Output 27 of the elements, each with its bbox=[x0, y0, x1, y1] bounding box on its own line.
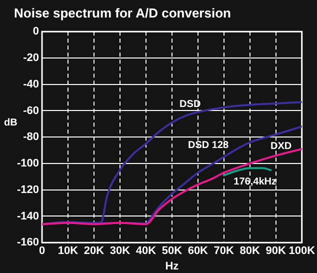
y-axis-title: dB bbox=[4, 117, 18, 128]
y-tick-label: -20 bbox=[23, 52, 40, 64]
y-tick-label: -80 bbox=[23, 131, 40, 144]
y-tick-label: -160 bbox=[16, 236, 40, 249]
series-label: DSD bbox=[180, 98, 201, 110]
y-tick-label: -140 bbox=[16, 210, 40, 222]
series-label: DXD bbox=[270, 141, 292, 152]
line-series bbox=[222, 167, 272, 176]
y-tick-label: -60 bbox=[23, 104, 40, 117]
x-tick-label: 80K bbox=[240, 245, 260, 258]
x-tick-label: 40K bbox=[136, 245, 156, 258]
x-tick-label: 70K bbox=[214, 245, 234, 258]
x-tick-label: 20K bbox=[84, 245, 104, 258]
x-tick-label: 30K bbox=[110, 245, 130, 258]
y-tick-label: -100 bbox=[16, 158, 40, 170]
x-axis-title: Hz bbox=[165, 260, 180, 272]
y-tick-label: 0 bbox=[32, 26, 40, 38]
series-label: 176,4kHz bbox=[234, 176, 276, 188]
x-tick-label: 10K bbox=[58, 245, 78, 258]
chart-title: Noise spectrum for A/D conversion bbox=[14, 5, 232, 20]
line-series bbox=[42, 148, 302, 226]
x-tick-label: 90K bbox=[266, 245, 286, 258]
x-tick-label: 50K bbox=[162, 245, 182, 258]
x-tick-label: 100K bbox=[288, 245, 316, 258]
y-tick-label: -40 bbox=[23, 78, 40, 90]
y-tick-label: -120 bbox=[16, 184, 40, 196]
x-tick-label: 60K bbox=[188, 245, 208, 258]
